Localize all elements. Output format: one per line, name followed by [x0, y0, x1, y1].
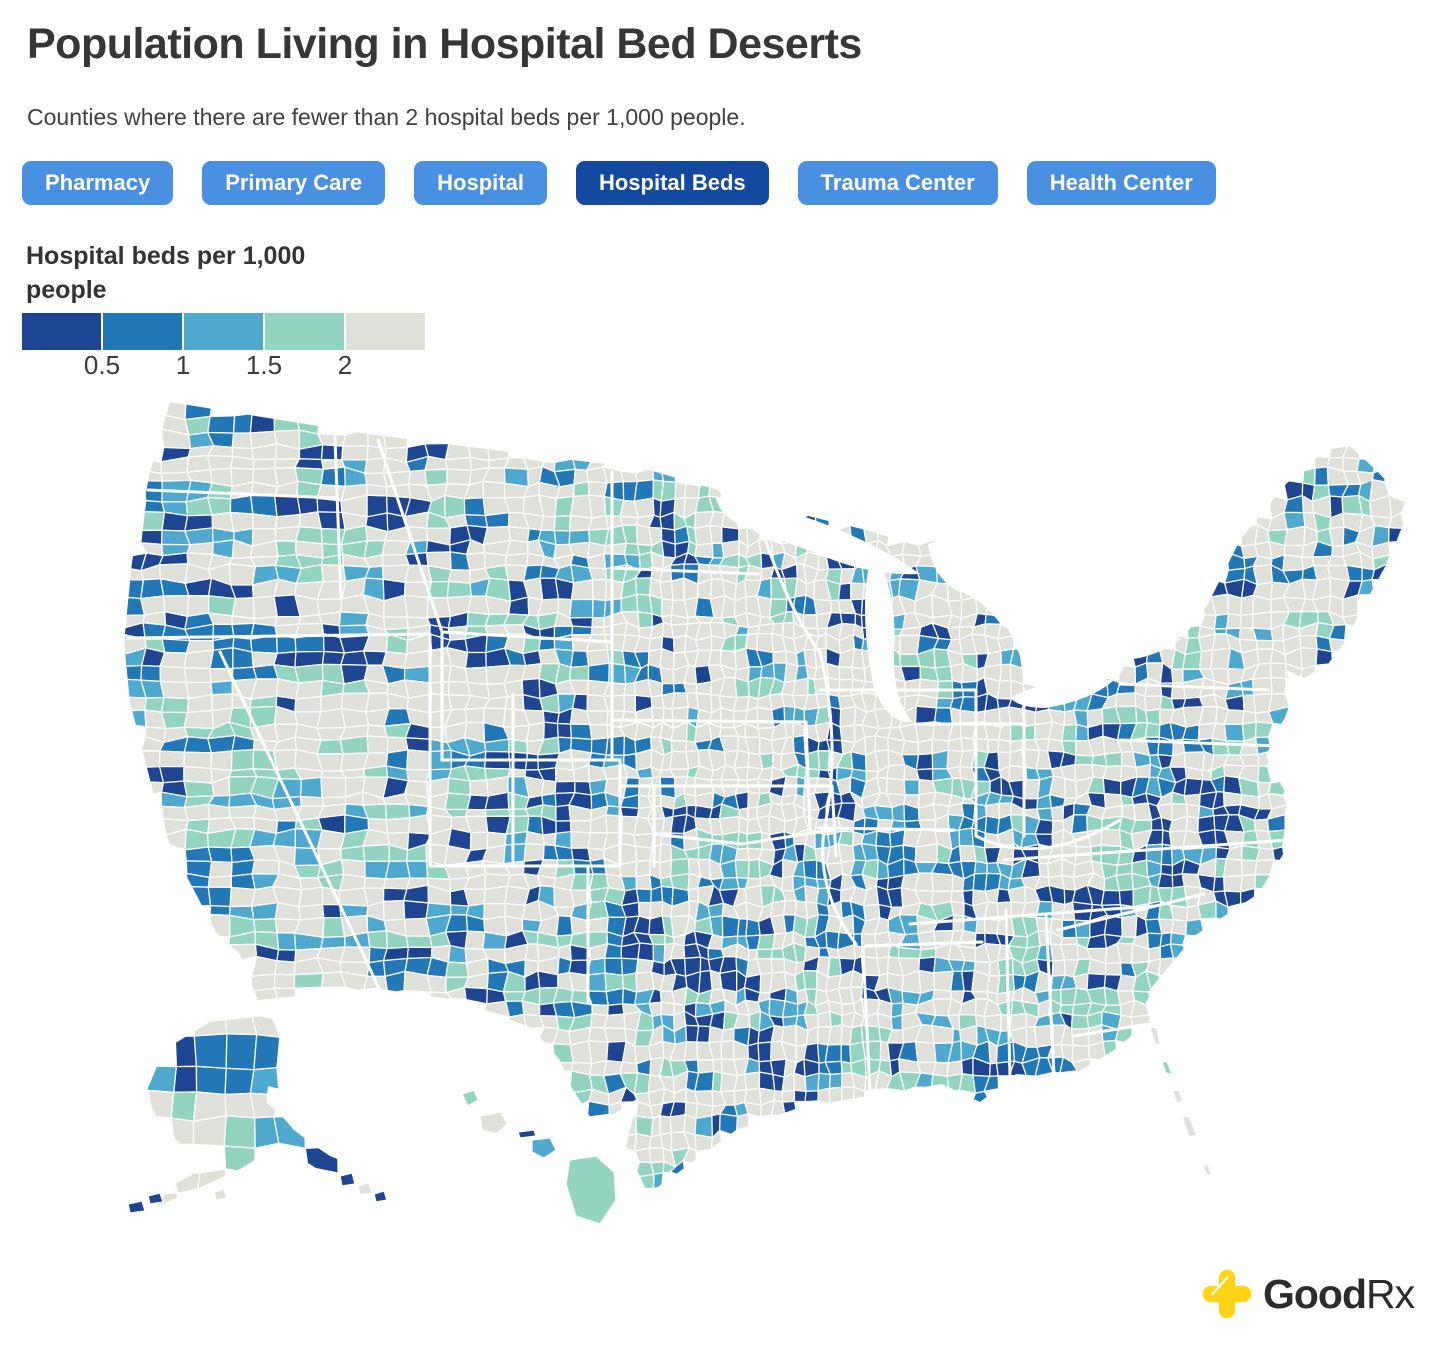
- us-map-svg[interactable]: [118, 388, 1440, 1255]
- legend-tick-label: 1: [175, 350, 191, 380]
- hawaii-islands[interactable]: [461, 1089, 617, 1225]
- goodrx-logo: GoodRx: [1200, 1267, 1415, 1321]
- filter-button-health-center[interactable]: Health Center: [1026, 161, 1216, 205]
- legend-tick-label: 1.5: [245, 350, 283, 380]
- legend-swatch: [346, 313, 425, 350]
- goodrx-plus-icon: [1202, 1269, 1252, 1319]
- us-county-choropleth-map[interactable]: [118, 388, 1440, 1255]
- filter-button-pharmacy[interactable]: Pharmacy: [22, 161, 174, 205]
- page-subtitle: Counties where there are fewer than 2 ho…: [27, 104, 746, 130]
- legend-tick-label: 2: [337, 350, 353, 380]
- great-lakes: [716, 498, 1182, 723]
- legend-swatch-bar: [22, 313, 425, 350]
- filter-button-row: Pharmacy Primary Care Hospital Hospital Bed…: [22, 161, 1216, 205]
- legend-tick-labels: 0.5 1 1.5 2: [22, 350, 442, 382]
- filter-button-primary-care[interactable]: Primary Care: [202, 161, 386, 205]
- brand-good-text: Good: [1263, 1270, 1367, 1317]
- legend-swatch: [103, 313, 182, 350]
- brand-rx-text: Rx: [1366, 1270, 1415, 1317]
- state-borders: [126, 410, 1290, 1094]
- alaska-islands[interactable]: [127, 1172, 388, 1214]
- legend-swatch: [184, 313, 263, 350]
- legend-title: Hospital beds per 1,000 people: [26, 242, 306, 304]
- alaska-counties[interactable]: [145, 1013, 339, 1211]
- filter-button-trauma-center[interactable]: Trauma Center: [797, 161, 998, 205]
- filter-button-hospital[interactable]: Hospital: [414, 161, 547, 205]
- filter-button-hospital-beds[interactable]: Hospital Beds: [575, 161, 769, 205]
- legend-tick-label: 0.5: [83, 350, 121, 380]
- page-title: Population Living in Hospital Bed Desert…: [27, 20, 862, 68]
- legend-swatch: [265, 313, 344, 350]
- legend-swatch: [22, 313, 101, 350]
- goodrx-wordmark: GoodRx: [1263, 1270, 1415, 1318]
